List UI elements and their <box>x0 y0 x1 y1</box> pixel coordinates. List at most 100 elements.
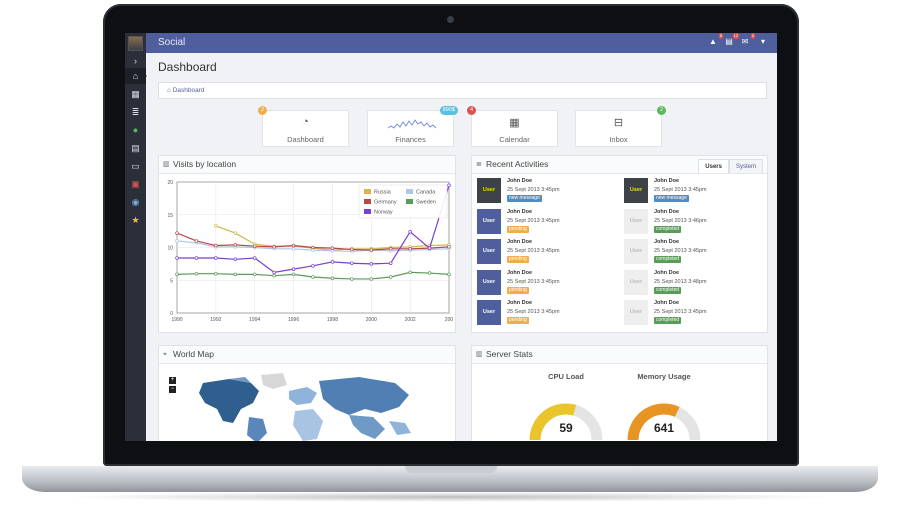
data-point[interactable] <box>369 262 374 266</box>
data-point[interactable] <box>214 243 218 248</box>
activity-time: 25 Sept 2013 3:45pm <box>507 248 560 254</box>
data-point[interactable] <box>252 244 257 248</box>
data-point[interactable] <box>330 276 335 281</box>
data-point[interactable] <box>330 246 335 250</box>
data-point[interactable] <box>252 256 257 260</box>
data-point[interactable] <box>272 270 276 275</box>
activity-user-name[interactable]: John Doe <box>654 208 680 215</box>
data-point[interactable] <box>447 245 451 249</box>
data-point[interactable] <box>291 272 296 277</box>
tile-label: Inbox <box>609 135 628 144</box>
activity-item[interactable]: User John Doe 25 Sept 2013 3:45pm new messa… <box>624 178 764 207</box>
data-point[interactable] <box>175 256 179 260</box>
user-avatar[interactable] <box>128 36 143 51</box>
tab-system[interactable]: System <box>728 159 763 173</box>
tasks-icon[interactable]: ▤ 12 <box>725 33 739 46</box>
activity-user-name[interactable]: John Doe <box>507 300 533 306</box>
data-point[interactable] <box>214 256 218 260</box>
data-point[interactable] <box>408 230 412 234</box>
data-point[interactable] <box>291 267 296 271</box>
globe-icon[interactable]: ◉ <box>131 196 140 207</box>
tile-calendar[interactable]: 4 ▦ Calendar <box>467 106 558 147</box>
activity-user-name[interactable]: John Doe <box>654 178 680 184</box>
data-point[interactable] <box>427 271 432 275</box>
activity-item[interactable]: User John Doe 25 Sept 2013 3:45pm completed <box>624 300 764 329</box>
data-point[interactable] <box>233 231 238 235</box>
chevron-right-icon[interactable]: › <box>134 56 137 66</box>
data-point[interactable] <box>330 260 335 264</box>
data-point[interactable] <box>408 247 412 251</box>
activity-user-name[interactable]: John Doe <box>507 208 533 215</box>
data-point[interactable] <box>214 271 218 276</box>
activity-time: 25 Sept 2013 3:45pm <box>507 309 560 315</box>
x-tick-label: 1998 <box>327 317 338 323</box>
data-point[interactable] <box>272 273 276 278</box>
zoom-out-button[interactable]: − <box>169 386 176 393</box>
data-point[interactable] <box>447 272 451 277</box>
activity-user-name[interactable]: John Doe <box>654 269 680 276</box>
data-point[interactable] <box>369 277 374 281</box>
activity-item[interactable]: User John Doe 25 Sept 2013 3:46pm completed <box>624 208 764 238</box>
data-point[interactable] <box>194 256 199 260</box>
data-point[interactable] <box>388 275 393 279</box>
data-point[interactable] <box>447 183 451 188</box>
home-icon[interactable]: ⌂ <box>125 68 147 84</box>
data-point[interactable] <box>175 231 179 235</box>
data-point[interactable] <box>291 243 296 248</box>
data-point[interactable] <box>233 272 238 277</box>
data-point[interactable] <box>427 246 432 250</box>
data-point[interactable] <box>388 247 393 251</box>
data-point[interactable] <box>252 272 257 277</box>
data-point[interactable] <box>194 239 199 243</box>
activity-item[interactable]: User John Doe 25 Sept 2013 3:45pm completed <box>624 239 764 268</box>
activity-item[interactable]: User John Doe 25 Sept 2013 3:45pm new messa… <box>477 178 617 207</box>
breadcrumb-dashboard[interactable]: Dashboard <box>172 87 205 94</box>
envelope-icon[interactable]: ✉ 5 <box>741 33 755 46</box>
data-point[interactable] <box>272 245 276 249</box>
activity-user-name[interactable]: John Doe <box>507 239 533 245</box>
activity-item[interactable]: User John Doe 25 Sept 2013 3:45pm pending <box>477 300 617 329</box>
zoom-in-button[interactable]: + <box>169 377 176 384</box>
activity-item[interactable]: User John Doe 25 Sept 2013 3:45pm pending <box>477 269 617 299</box>
data-point[interactable] <box>369 248 374 252</box>
activity-user-name[interactable]: John Doe <box>507 269 533 276</box>
list-icon[interactable]: ≣ <box>131 106 140 117</box>
activity-item[interactable]: User John Doe 25 Sept 2013 3:45pm pending <box>477 208 617 238</box>
tab-users[interactable]: Users <box>698 159 729 173</box>
activity-item[interactable]: User John Doe 25 Sept 2013 3:48pm completed <box>624 269 764 299</box>
activity-status-label: new message <box>654 195 689 202</box>
tile-finances[interactable]: 890$ Finances <box>367 106 458 147</box>
data-point[interactable] <box>175 272 179 277</box>
data-point[interactable] <box>311 275 315 279</box>
data-point[interactable] <box>175 239 179 243</box>
alert-icon[interactable]: ▲ 8 <box>709 33 723 46</box>
data-point[interactable] <box>350 277 354 281</box>
film-icon[interactable]: ▭ <box>131 160 140 171</box>
circle-icon[interactable]: ● <box>132 125 139 135</box>
brand-name[interactable]: Social <box>158 37 186 48</box>
world-map[interactable] <box>189 373 429 441</box>
star-icon[interactable]: ★ <box>131 214 140 225</box>
caret-down-icon[interactable]: ▾ <box>760 37 765 46</box>
tile-dashboard[interactable]: 2 ◔ Dashboard <box>258 106 349 147</box>
activity-user-name[interactable]: John Doe <box>654 239 680 245</box>
data-point[interactable] <box>311 264 315 268</box>
data-point[interactable] <box>350 261 354 265</box>
data-point[interactable] <box>291 247 296 251</box>
data-point[interactable] <box>350 247 354 252</box>
data-point[interactable] <box>214 224 218 228</box>
data-point[interactable] <box>408 270 412 275</box>
data-point[interactable] <box>311 245 315 250</box>
grid-icon[interactable]: ▦ <box>131 88 140 99</box>
activity-user-name[interactable]: John Doe <box>654 300 680 306</box>
data-point[interactable] <box>233 257 238 262</box>
activity-user-name[interactable]: John Doe <box>507 178 533 184</box>
tile-label: Dashboard <box>287 135 324 144</box>
document-icon[interactable]: ▤ <box>131 142 140 153</box>
data-point[interactable] <box>388 261 393 265</box>
data-point[interactable] <box>233 243 238 247</box>
tile-inbox[interactable]: 2 ⊟ Inbox <box>575 106 666 147</box>
data-point[interactable] <box>194 271 199 276</box>
activity-item[interactable]: User John Doe 25 Sept 2013 3:45pm pending <box>477 239 617 268</box>
calendar-icon[interactable]: ▣ <box>131 178 140 189</box>
